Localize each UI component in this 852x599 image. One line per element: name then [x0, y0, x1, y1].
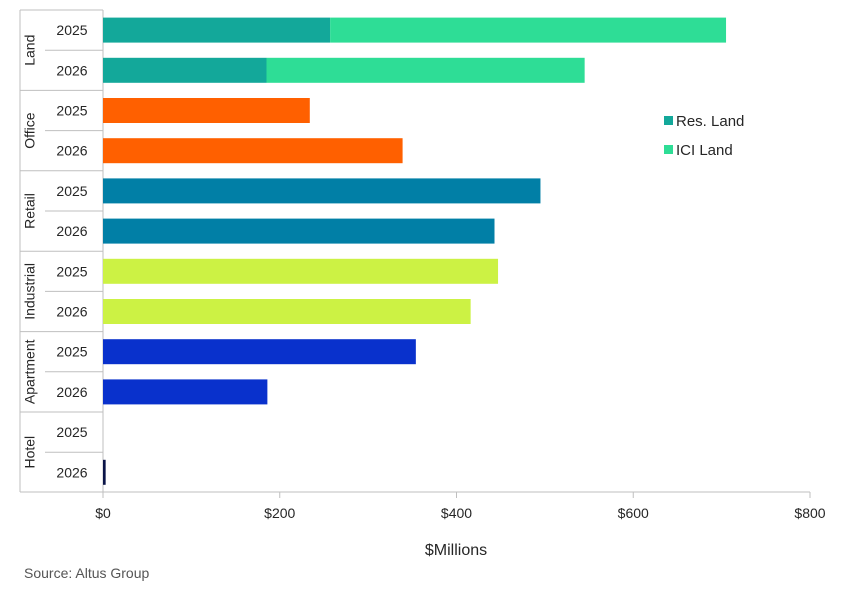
year-label: 2026	[56, 304, 87, 320]
group-label-retail: Retail	[22, 193, 38, 229]
group-label-office: Office	[22, 112, 38, 149]
bar-hotel-2026	[103, 459, 106, 485]
x-tick-label: $800	[794, 505, 825, 521]
x-tick-label: $600	[618, 505, 649, 521]
year-label: 2026	[56, 464, 87, 480]
bar-apartment-2025	[103, 339, 416, 365]
bar-retail-2026	[103, 218, 495, 244]
bar-land-2025	[103, 17, 331, 43]
bar-office-2025	[103, 98, 310, 123]
year-label: 2025	[56, 103, 87, 119]
group-label-hotel: Hotel	[22, 436, 38, 469]
year-label: 2025	[56, 183, 87, 199]
year-label: 2025	[56, 344, 87, 360]
year-label: 2025	[56, 22, 87, 38]
x-tick-label: $200	[264, 505, 295, 521]
legend-swatch	[664, 145, 673, 154]
bar-land-2025	[330, 17, 727, 43]
year-label: 2026	[56, 223, 87, 239]
bar-office-2026	[103, 138, 403, 164]
bar-retail-2025	[103, 178, 541, 204]
bar-industrial-2026	[103, 299, 471, 324]
year-label: 2025	[56, 263, 87, 279]
group-label-apartment: Apartment	[22, 339, 38, 404]
x-tick-label: $400	[441, 505, 472, 521]
year-label: 2025	[56, 424, 87, 440]
year-label: 2026	[56, 143, 87, 159]
legend-label: Res. Land	[676, 113, 744, 130]
legend-swatch	[664, 116, 673, 125]
group-label-land: Land	[22, 35, 38, 66]
x-tick-label: $0	[95, 505, 111, 521]
bar-apartment-2026	[103, 379, 268, 405]
x-axis-title: $Millions	[425, 542, 487, 559]
bar-industrial-2025	[103, 258, 499, 284]
bar-land-2026	[103, 57, 267, 83]
source-note: Source: Altus Group	[24, 565, 150, 581]
year-label: 2026	[56, 384, 87, 400]
legend-label: ICI Land	[676, 142, 733, 159]
group-label-industrial: Industrial	[22, 263, 38, 320]
year-label: 2026	[56, 62, 87, 78]
bar-land-2026	[266, 57, 585, 83]
